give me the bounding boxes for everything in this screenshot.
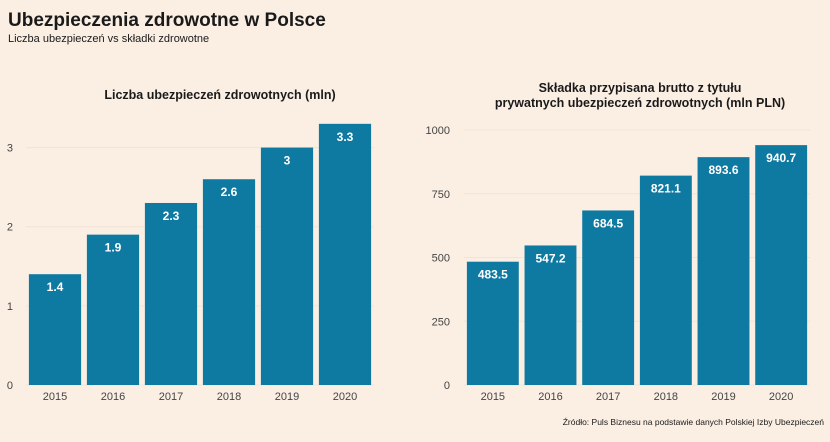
- left-x-tick-label: 2018: [217, 391, 241, 403]
- left-bar-2016: [86, 234, 140, 385]
- page-title: Ubezpieczenia zdrowotne w Polsce: [8, 10, 326, 31]
- right-bar-2020: [755, 145, 808, 385]
- right-chart-title-line-1: Składka przypisana brutto z tytułu: [538, 81, 742, 95]
- left-y-tick-label: 3: [7, 143, 13, 155]
- right-y-tick-label: 0: [444, 380, 450, 392]
- right-bar-2017: [582, 210, 635, 385]
- left-bar-value-label: 2.3: [163, 209, 180, 223]
- left-bar-value-label: 3.3: [337, 130, 354, 144]
- left-bar-value-label: 2.6: [221, 185, 238, 199]
- right-y-tick-label: 1000: [426, 125, 450, 137]
- left-x-tick-label: 2016: [101, 391, 125, 403]
- right-chart-title: Składka przypisana brutto z tytułu prywa…: [440, 81, 830, 111]
- right-bar-value-label: 483.5: [478, 268, 508, 282]
- left-chart-title: Liczba ubezpieczeń zdrowotnych (mln): [104, 88, 336, 102]
- right-x-tick-label: 2020: [769, 391, 793, 403]
- right-bar-2016: [524, 245, 577, 385]
- left-x-tick-label: 2019: [275, 391, 299, 403]
- right-x-tick-label: 2018: [654, 391, 678, 403]
- left-bar-2015: [28, 274, 82, 385]
- right-x-tick-label: 2017: [596, 391, 620, 403]
- source-note: Źródło: Puls Biznesu na podstawie danych…: [562, 417, 824, 427]
- right-bar-2018: [639, 175, 692, 385]
- left-bar-2020: [318, 123, 372, 385]
- right-bar-value-label: 684.5: [593, 216, 623, 230]
- left-bar-2018: [202, 179, 256, 385]
- right-x-tick-label: 2015: [481, 391, 505, 403]
- left-bar-2017: [144, 202, 198, 385]
- left-x-tick-label: 2017: [159, 391, 183, 403]
- left-bar-value-label: 1.9: [105, 241, 122, 255]
- left-bar-value-label: 1.4: [47, 280, 64, 294]
- left-chart: 0 1 2 3 1.4 2015 1.9 2016 2.3 2017 2.6 2018 3 2019 3.3…: [7, 123, 374, 403]
- right-bar-2015: [466, 261, 519, 385]
- right-bar-value-label: 821.1: [651, 182, 681, 196]
- page-subtitle: Liczba ubezpieczeń vs składki zdrowotne: [8, 33, 210, 45]
- right-y-tick-label: 500: [432, 253, 450, 265]
- left-x-tick-label: 2020: [333, 391, 357, 403]
- left-y-tick-label: 0: [7, 380, 13, 392]
- right-bar-value-label: 893.6: [708, 163, 738, 177]
- right-bar-2019: [697, 157, 750, 385]
- left-y-tick-label: 1: [7, 301, 13, 313]
- right-chart-title-line-2: prywatnych ubezpieczeń zdrowotnych (mln …: [494, 96, 786, 110]
- right-bar-value-label: 940.7: [766, 151, 796, 165]
- right-bar-value-label: 547.2: [535, 251, 565, 265]
- right-y-tick-label: 750: [432, 189, 450, 201]
- left-bar-value-label: 3: [284, 154, 291, 168]
- right-x-tick-label: 2019: [711, 391, 735, 403]
- left-bar-2019: [260, 147, 314, 385]
- right-x-tick-label: 2016: [538, 391, 562, 403]
- left-x-tick-label: 2015: [43, 391, 67, 403]
- left-y-tick-label: 2: [7, 222, 13, 234]
- right-chart: 0 250 500 750 1000 483.5 2015 547.2 2016 684.5 201…: [426, 125, 810, 403]
- right-y-tick-label: 250: [432, 316, 450, 328]
